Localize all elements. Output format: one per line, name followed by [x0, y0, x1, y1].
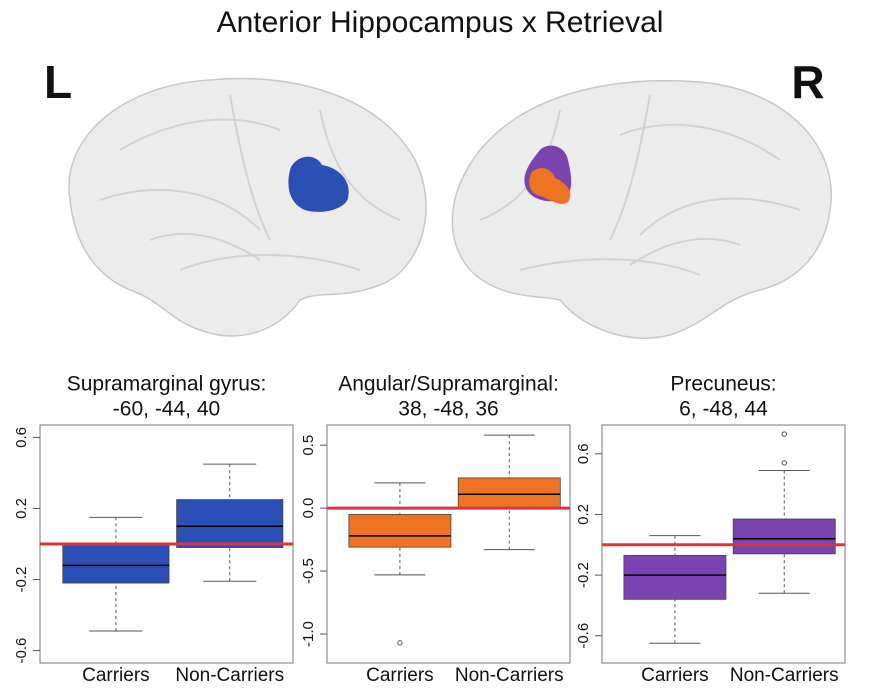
outlier: [781, 431, 787, 437]
panel-subtitle: 38, -48, 36: [398, 398, 498, 421]
y-tick-label: 0.6: [13, 427, 30, 448]
y-tick-label: -0.2: [13, 567, 30, 593]
panel-subtitle: 6, -48, 44: [679, 398, 768, 421]
y-tick-label: -0.6: [575, 623, 592, 649]
y-tick-label: -1.0: [300, 621, 317, 647]
y-tick-label: 0.2: [13, 498, 30, 519]
panel-title: Angular/Supramarginal:: [338, 373, 559, 396]
x-tick-label: Carriers: [641, 665, 709, 686]
y-tick-label: 0.5: [300, 435, 317, 456]
hemisphere-label: R: [791, 56, 824, 108]
box: [623, 554, 727, 600]
box: [348, 514, 452, 548]
panel-title: Supramarginal gyrus:: [67, 373, 267, 396]
figure-title: Anterior Hippocampus x Retrieval: [217, 6, 664, 39]
x-tick-label: Carriers: [82, 665, 150, 686]
y-tick-label: -0.2: [575, 562, 592, 588]
y-tick-label: 0.6: [575, 443, 592, 464]
box: [176, 499, 284, 548]
hemisphere-label: L: [44, 56, 72, 108]
panel-subtitle: -60, -44, 40: [113, 398, 220, 421]
y-tick-label: 0.0: [300, 498, 317, 519]
y-tick-label: 0.2: [575, 504, 592, 525]
x-tick-label: Carriers: [366, 665, 434, 686]
x-tick-label: Non-Carriers: [455, 665, 564, 686]
x-tick-label: Non-Carriers: [175, 665, 284, 686]
plot-frame: [326, 424, 571, 664]
x-tick-label: Non-Carriers: [730, 665, 839, 686]
left-brain: [68, 77, 427, 337]
box: [62, 543, 170, 584]
outlier: [781, 460, 787, 466]
outlier: [397, 640, 403, 646]
y-tick-label: -0.5: [300, 558, 317, 584]
panel-title: Precuneus:: [670, 373, 776, 396]
right-brain: [451, 79, 832, 339]
box: [457, 477, 561, 509]
box: [732, 518, 836, 555]
y-tick-label: -0.6: [13, 638, 30, 664]
